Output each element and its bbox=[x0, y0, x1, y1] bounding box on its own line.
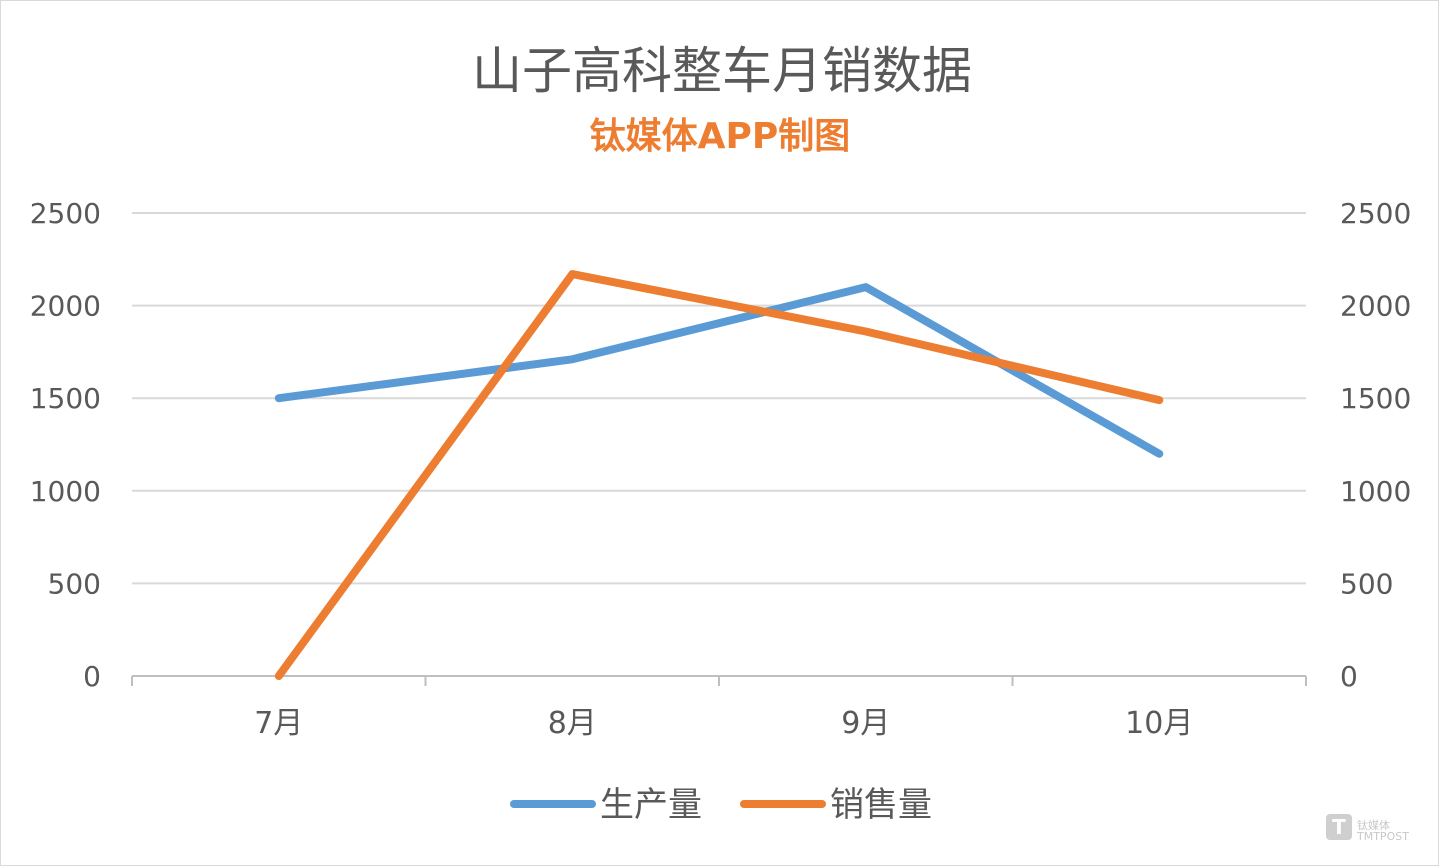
y-axis-left: 0 500 1000 1500 2000 2500 bbox=[30, 197, 101, 693]
chart-subtitle: 钛媒体APP制图 bbox=[590, 116, 851, 157]
y-tick-label-right: 500 bbox=[1340, 567, 1393, 600]
x-tick-label: 7月 bbox=[254, 706, 303, 741]
tmtpost-logo-icon bbox=[1326, 814, 1352, 840]
watermark-subtext: TMTPOST bbox=[1356, 830, 1409, 843]
series-line-1 bbox=[274, 283, 1164, 458]
series-line-2 bbox=[274, 270, 1164, 680]
y-tick-label-left: 1000 bbox=[30, 475, 101, 508]
y-tick-label-right: 1500 bbox=[1340, 382, 1411, 415]
y-tick-label-right: 0 bbox=[1340, 660, 1358, 693]
x-axis bbox=[131, 675, 1307, 686]
legend-label: 销售量 bbox=[830, 785, 932, 825]
y-tick-label-right: 1000 bbox=[1340, 475, 1411, 508]
gridlines bbox=[132, 212, 1306, 585]
y-axis-right: 0 500 1000 1500 2000 2500 bbox=[1340, 197, 1411, 693]
y-tick-label-left: 0 bbox=[83, 660, 101, 693]
x-tick-label: 8月 bbox=[548, 706, 597, 741]
x-tick-label: 9月 bbox=[841, 706, 890, 741]
x-tick-label: 10月 bbox=[1125, 706, 1193, 741]
chart-title: 山子高科整车月销数据 bbox=[472, 42, 972, 100]
y-tick-label-right: 2000 bbox=[1340, 290, 1411, 323]
x-axis-labels: 7月 8月 9月 10月 bbox=[254, 706, 1193, 741]
y-tick-label-left: 1500 bbox=[30, 382, 101, 415]
y-tick-label-right: 2500 bbox=[1340, 197, 1411, 230]
watermark: T 钛媒体 TMTPOST bbox=[1326, 814, 1409, 843]
y-tick-label-left: 2500 bbox=[30, 197, 101, 230]
legend-item-1[interactable]: 生产量 bbox=[510, 785, 702, 825]
y-tick-label-left: 2000 bbox=[30, 290, 101, 323]
legend: 生产量 销售量 bbox=[510, 785, 932, 825]
watermark-text: 钛媒体 bbox=[1357, 818, 1390, 832]
legend-label: 生产量 bbox=[600, 785, 702, 825]
y-tick-label-left: 500 bbox=[48, 567, 101, 600]
series-layer bbox=[274, 270, 1164, 680]
legend-item-2[interactable]: 销售量 bbox=[740, 785, 932, 825]
tmtpost-logo-letter: T bbox=[1332, 815, 1346, 839]
